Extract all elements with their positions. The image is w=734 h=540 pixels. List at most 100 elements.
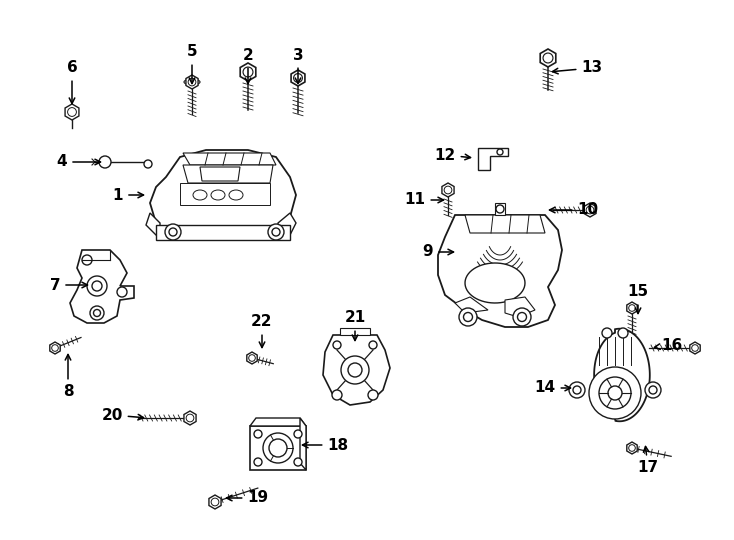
- Circle shape: [92, 281, 102, 291]
- Circle shape: [463, 313, 473, 321]
- Ellipse shape: [229, 190, 243, 200]
- Circle shape: [348, 363, 362, 377]
- Polygon shape: [200, 167, 240, 181]
- Circle shape: [82, 255, 92, 265]
- Circle shape: [333, 341, 341, 349]
- Polygon shape: [627, 442, 637, 454]
- Circle shape: [368, 390, 378, 400]
- Text: 1: 1: [113, 187, 144, 202]
- Polygon shape: [183, 165, 273, 183]
- Circle shape: [608, 386, 622, 400]
- Polygon shape: [505, 297, 535, 317]
- Text: 4: 4: [57, 154, 101, 170]
- Circle shape: [629, 445, 636, 451]
- Polygon shape: [180, 183, 270, 205]
- Text: 20: 20: [101, 408, 144, 422]
- Polygon shape: [250, 426, 306, 470]
- Circle shape: [68, 107, 76, 117]
- Circle shape: [117, 287, 127, 297]
- Text: 7: 7: [50, 278, 87, 293]
- Circle shape: [294, 458, 302, 466]
- Polygon shape: [465, 215, 545, 233]
- Polygon shape: [291, 70, 305, 86]
- Circle shape: [573, 386, 581, 394]
- Circle shape: [517, 313, 526, 321]
- Circle shape: [294, 430, 302, 438]
- Circle shape: [629, 305, 636, 311]
- Circle shape: [569, 382, 585, 398]
- Circle shape: [369, 341, 377, 349]
- Circle shape: [51, 345, 58, 352]
- Ellipse shape: [184, 79, 200, 85]
- Text: 9: 9: [423, 245, 454, 260]
- Text: 13: 13: [553, 60, 603, 76]
- Circle shape: [90, 306, 104, 320]
- Circle shape: [272, 228, 280, 236]
- Polygon shape: [209, 495, 221, 509]
- Text: 16: 16: [655, 338, 683, 353]
- Circle shape: [263, 433, 293, 463]
- Circle shape: [645, 382, 661, 398]
- Polygon shape: [300, 418, 306, 470]
- Polygon shape: [627, 302, 637, 314]
- Circle shape: [459, 308, 477, 326]
- Circle shape: [589, 367, 641, 419]
- Circle shape: [332, 390, 342, 400]
- Text: 5: 5: [186, 44, 197, 84]
- Text: 15: 15: [628, 285, 649, 314]
- Circle shape: [254, 430, 262, 438]
- Circle shape: [268, 224, 284, 240]
- Text: 2: 2: [243, 48, 253, 84]
- Polygon shape: [478, 148, 508, 170]
- Circle shape: [188, 78, 196, 86]
- Polygon shape: [146, 213, 160, 235]
- Circle shape: [294, 73, 302, 83]
- Polygon shape: [278, 213, 296, 235]
- Circle shape: [543, 53, 553, 63]
- Circle shape: [444, 186, 452, 194]
- Circle shape: [165, 224, 181, 240]
- Polygon shape: [240, 63, 255, 81]
- Circle shape: [169, 228, 177, 236]
- Text: 21: 21: [344, 310, 366, 341]
- Circle shape: [249, 355, 255, 361]
- Circle shape: [599, 377, 631, 409]
- Polygon shape: [150, 150, 296, 240]
- Circle shape: [93, 309, 101, 316]
- Text: 11: 11: [404, 192, 443, 207]
- Polygon shape: [340, 328, 370, 335]
- Circle shape: [691, 345, 698, 352]
- Circle shape: [211, 498, 219, 506]
- Polygon shape: [438, 215, 562, 327]
- Circle shape: [87, 276, 107, 296]
- Text: 10: 10: [550, 202, 598, 218]
- Circle shape: [497, 149, 503, 155]
- Text: 22: 22: [251, 314, 273, 348]
- Text: 18: 18: [302, 437, 349, 453]
- Text: 19: 19: [227, 490, 269, 505]
- Text: 8: 8: [62, 354, 73, 400]
- Polygon shape: [540, 49, 556, 67]
- Circle shape: [602, 328, 612, 338]
- Text: 3: 3: [293, 48, 303, 84]
- Polygon shape: [156, 225, 290, 240]
- Polygon shape: [50, 342, 60, 354]
- Polygon shape: [183, 153, 276, 165]
- Polygon shape: [690, 342, 700, 354]
- Polygon shape: [186, 75, 198, 89]
- Text: 6: 6: [67, 60, 77, 104]
- Circle shape: [243, 67, 253, 77]
- Circle shape: [99, 156, 111, 168]
- Circle shape: [341, 356, 369, 384]
- Polygon shape: [70, 250, 134, 323]
- Text: 17: 17: [637, 447, 658, 476]
- Polygon shape: [442, 183, 454, 197]
- Circle shape: [649, 386, 657, 394]
- Circle shape: [186, 414, 194, 422]
- Polygon shape: [495, 203, 505, 215]
- Circle shape: [618, 328, 628, 338]
- Polygon shape: [250, 418, 306, 426]
- Circle shape: [254, 458, 262, 466]
- Polygon shape: [184, 411, 196, 425]
- Text: 14: 14: [534, 381, 570, 395]
